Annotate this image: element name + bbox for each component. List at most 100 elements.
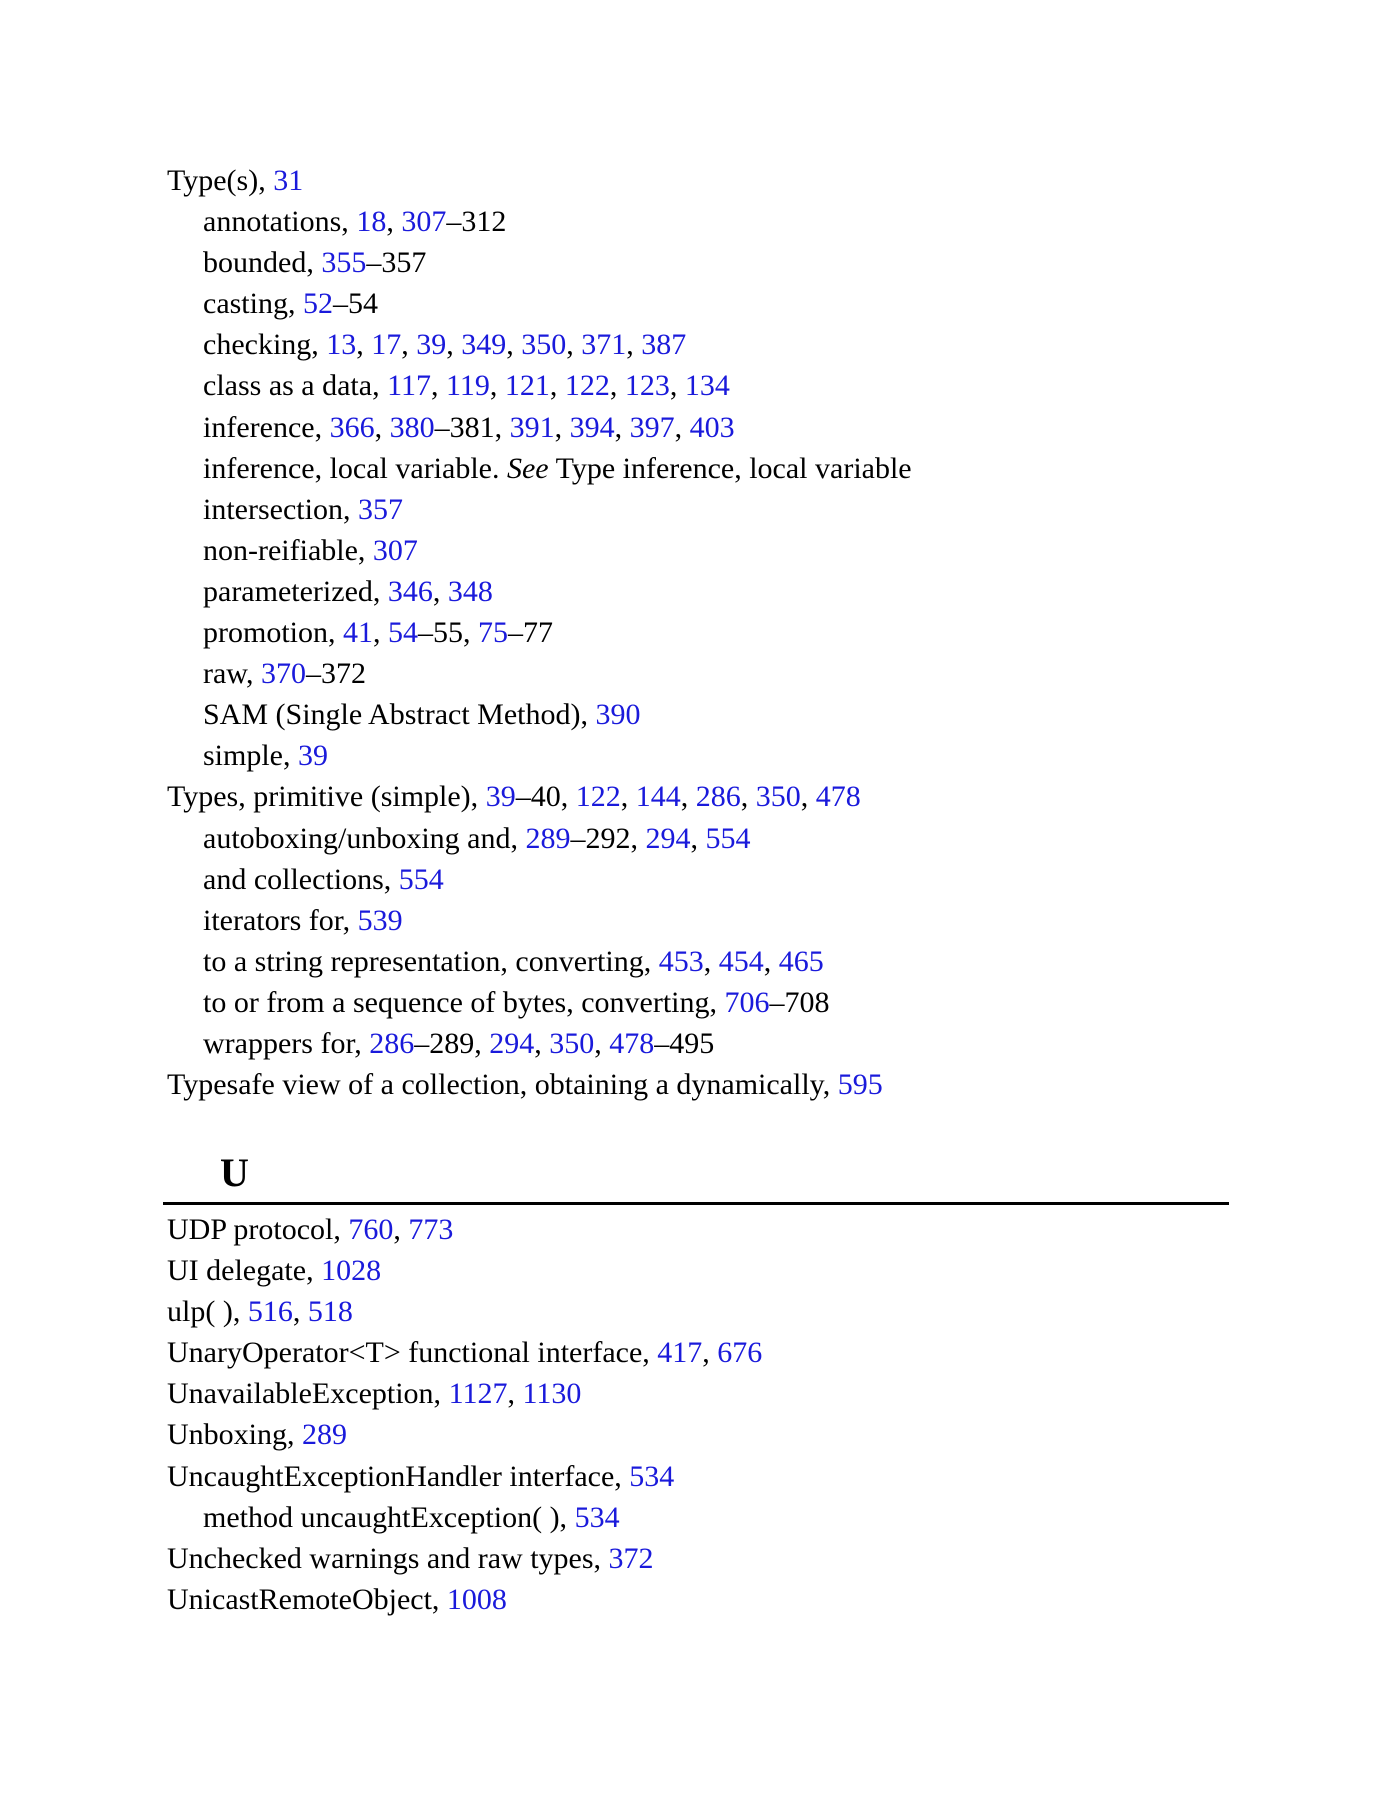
entry-text: –372 [306, 657, 367, 691]
page-reference-link[interactable]: 534 [629, 1459, 675, 1493]
see-reference-text: See [506, 451, 549, 485]
page-reference-link[interactable]: 518 [307, 1295, 353, 1329]
entry-text: –40, [515, 780, 576, 814]
page-reference-link[interactable]: 403 [689, 410, 735, 444]
page-reference-link[interactable]: 286 [369, 1026, 415, 1060]
page-reference-link[interactable]: 391 [509, 410, 555, 444]
page-reference-link[interactable]: 676 [717, 1336, 763, 1370]
entry-text: wrappers for, [203, 1026, 370, 1060]
page-reference-link[interactable]: 144 [635, 780, 681, 814]
page-reference-link[interactable]: 417 [657, 1336, 703, 1370]
page-reference-link[interactable]: 366 [329, 410, 375, 444]
page-reference-link[interactable]: 454 [718, 944, 764, 978]
index-subentry: annotations, 18, 307–312 [167, 201, 1227, 242]
page-reference-link[interactable]: 371 [581, 328, 627, 362]
entry-text: parameterized, [203, 574, 388, 608]
page-reference-link[interactable]: 357 [357, 492, 403, 526]
page-reference-link[interactable]: 390 [595, 698, 641, 732]
entry-text: , [446, 328, 462, 362]
page-reference-link[interactable]: 39 [485, 780, 516, 814]
entry-text: , [356, 328, 372, 362]
page-reference-link[interactable]: 134 [684, 369, 730, 403]
page-reference-link[interactable]: 307 [401, 205, 447, 239]
page-reference-link[interactable]: 75 [478, 616, 508, 650]
page-reference-link[interactable]: 394 [569, 410, 615, 444]
page-reference-link[interactable]: 119 [445, 369, 490, 403]
entry-text: –312 [446, 205, 507, 239]
page-reference-link[interactable]: 706 [724, 985, 770, 1019]
page-reference-link[interactable]: 370 [261, 657, 307, 691]
page-reference-link[interactable]: 41 [343, 616, 373, 650]
page-reference-link[interactable]: 123 [624, 369, 670, 403]
section-divider-rule [163, 1202, 1229, 1205]
entry-text: annotations, [203, 205, 357, 239]
entry-text: and collections, [203, 862, 399, 896]
page-reference-link[interactable]: 18 [356, 205, 387, 239]
page-reference-link[interactable]: 289 [525, 821, 571, 855]
page-reference-link[interactable]: 478 [815, 780, 861, 814]
entry-text: SAM (Single Abstract Method), [203, 698, 596, 732]
page-reference-link[interactable]: 380 [389, 410, 435, 444]
index-subentry: class as a data, 117, 119, 121, 122, 123… [167, 365, 1227, 406]
page-reference-link[interactable]: 349 [461, 328, 507, 362]
page-reference-link[interactable]: 539 [357, 903, 403, 937]
page-reference-link[interactable]: 773 [408, 1213, 454, 1246]
page-reference-link[interactable]: 52 [302, 287, 333, 321]
page-reference-link[interactable]: 465 [778, 944, 824, 978]
page-reference-link[interactable]: 516 [247, 1295, 293, 1329]
entry-text: promotion, [203, 616, 343, 650]
entry-text: , [669, 369, 685, 403]
page-reference-link[interactable]: 554 [398, 862, 444, 896]
page-reference-link[interactable]: 31 [273, 164, 304, 197]
page-reference-link[interactable]: 348 [447, 574, 493, 608]
page-reference-link[interactable]: 294 [645, 821, 691, 855]
index-subentry: raw, 370–372 [167, 653, 1227, 694]
index-subentry: parameterized, 346, 348 [167, 571, 1227, 612]
index-subentry: method uncaughtException( ), 534 [167, 1497, 1227, 1538]
entry-text: , [690, 821, 706, 855]
page-reference-link[interactable]: 39 [298, 739, 328, 773]
page-reference-link[interactable]: 534 [574, 1500, 620, 1534]
page-reference-link[interactable]: 1008 [446, 1582, 507, 1616]
entry-text: , [386, 205, 402, 239]
page-reference-link[interactable]: 122 [575, 780, 621, 814]
entry-text: inference, [203, 410, 330, 444]
entry-text: Unchecked warnings and raw types, [167, 1541, 609, 1575]
page-reference-link[interactable]: 1028 [321, 1254, 382, 1288]
page-reference-link[interactable]: 350 [549, 1026, 595, 1060]
entry-text: , [620, 780, 636, 814]
page-reference-link[interactable]: 387 [641, 328, 687, 362]
page-reference-link[interactable]: 350 [521, 328, 567, 362]
page-reference-link[interactable]: 1130 [522, 1377, 582, 1411]
page-reference-link[interactable]: 346 [387, 574, 433, 608]
page-reference-link[interactable]: 117 [387, 369, 431, 403]
page-reference-link[interactable]: 350 [755, 780, 801, 814]
entry-text: , [740, 780, 756, 814]
page-reference-link[interactable]: 289 [302, 1418, 347, 1452]
index-entry: UI delegate, 1028 [167, 1250, 1227, 1291]
index-section-u: UDP protocol, 760, 773 UI delegate, 1028 u… [167, 1209, 1227, 1620]
page-reference-link[interactable]: 307 [372, 533, 418, 567]
entry-text: –289, [414, 1026, 490, 1060]
page-reference-link[interactable]: 54 [388, 616, 418, 650]
page-reference-link[interactable]: 372 [608, 1541, 654, 1575]
page-reference-link[interactable]: 122 [564, 369, 610, 403]
page-reference-link[interactable]: 478 [609, 1026, 655, 1060]
page-reference-link[interactable]: 39 [416, 328, 447, 362]
page-reference-link[interactable]: 554 [705, 821, 751, 855]
page-reference-link[interactable]: 453 [658, 944, 704, 978]
page-reference-link[interactable]: 286 [695, 780, 741, 814]
page-reference-link[interactable]: 355 [321, 246, 367, 280]
page-reference-link[interactable]: 294 [489, 1026, 535, 1060]
index-section-t: Type(s), 31 annotations, 18, 307–312 bound… [167, 160, 1227, 1105]
page-reference-link[interactable]: 17 [371, 328, 402, 362]
page-reference-link[interactable]: 13 [326, 328, 357, 362]
entry-text: –381, [434, 410, 510, 444]
page-reference-link[interactable]: 121 [504, 369, 550, 403]
page-reference-link[interactable]: 397 [629, 410, 675, 444]
entry-text: , [763, 944, 779, 978]
page-reference-link[interactable]: 1127 [448, 1377, 508, 1411]
page-reference-link[interactable]: 595 [837, 1068, 883, 1102]
page-reference-link[interactable]: 760 [348, 1213, 394, 1246]
entry-text: Type(s), [167, 164, 274, 197]
